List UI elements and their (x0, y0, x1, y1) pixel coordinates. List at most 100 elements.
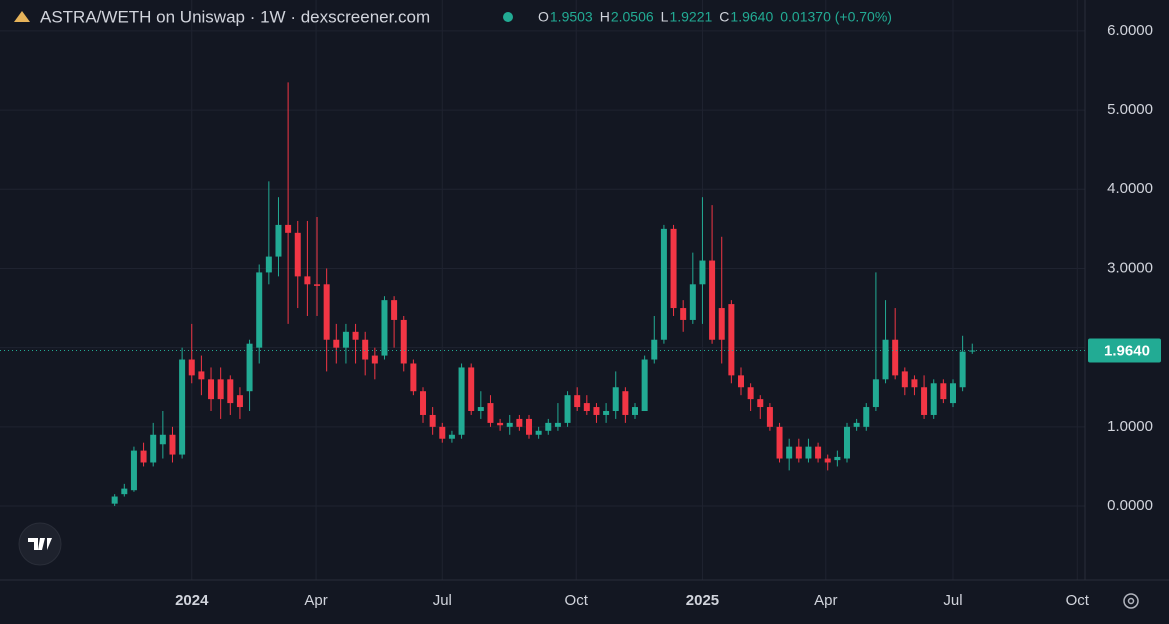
candle-body (930, 383, 937, 415)
last-price-tag (1088, 338, 1161, 363)
x-tick-label: 2024 (175, 592, 209, 609)
candle-body (285, 224, 292, 233)
candle-body (853, 422, 860, 427)
x-tick-label: Oct (565, 592, 589, 609)
candle-body (805, 446, 812, 459)
candle-body (188, 359, 195, 376)
candle-body (410, 363, 417, 392)
candle-body (969, 350, 976, 352)
candle-body (208, 379, 215, 400)
candle-body (391, 300, 398, 320)
candle-body (477, 407, 484, 412)
candle-body (169, 434, 176, 455)
x-tick-label: 2025 (686, 592, 719, 609)
y-tick-label: 4.0000 (1107, 180, 1153, 197)
candle-body (940, 383, 947, 400)
candle-body (198, 371, 205, 380)
x-tick-label: Jul (433, 592, 452, 609)
candle-body (545, 422, 552, 431)
candle-body (651, 339, 658, 360)
candle-body (275, 224, 282, 257)
status-dot (503, 12, 513, 22)
candle-body (458, 367, 465, 435)
candle-body (130, 450, 137, 491)
candle-body (863, 407, 870, 427)
candle-body (236, 395, 243, 408)
candle-body (217, 379, 224, 400)
candle-body (304, 276, 311, 285)
chart-title: ASTRA/WETH on Uniswap · 1W · dexscreener… (40, 7, 430, 26)
candle-body (737, 375, 744, 388)
candle-body (680, 308, 687, 320)
grid (0, 0, 1085, 580)
ohlc-value: 1.9503 (550, 9, 593, 25)
candle-body (323, 284, 330, 340)
y-tick-label: 6.0000 (1107, 22, 1153, 39)
candle-body (574, 395, 581, 408)
settings-icon[interactable] (1123, 593, 1139, 609)
candle-body (487, 403, 494, 423)
candle-body (757, 399, 764, 408)
candle-body (632, 407, 639, 415)
ohlc-legend: O 1.9503 H 2.0506 L 1.9221 C 1.9640 0.01370 (+0.… (538, 9, 892, 25)
candle-body (718, 308, 725, 340)
candle-body (420, 391, 427, 415)
candle-body (516, 418, 523, 427)
token-icon (14, 11, 30, 22)
candle-body (381, 300, 388, 356)
candle-body (179, 359, 186, 455)
candle-body (554, 422, 561, 427)
candle-body (159, 434, 166, 445)
ohlc-change: 0.01370 (+0.70%) (780, 9, 892, 25)
candle-body (352, 331, 359, 340)
ohlc-key: O (538, 9, 549, 25)
last-price-label: 1.9640 (1104, 342, 1150, 359)
candle-body (111, 496, 118, 504)
y-tick-label: 3.0000 (1107, 259, 1153, 276)
x-tick-label: Oct (1066, 592, 1090, 609)
candle-body (506, 422, 513, 427)
candle-body (882, 339, 889, 380)
y-tick-label: 5.0000 (1107, 101, 1153, 118)
candle-body (140, 450, 147, 463)
candle-body (824, 458, 831, 463)
candle-body (429, 414, 436, 427)
gear-ring[interactable] (1123, 593, 1139, 609)
candle-body (121, 488, 128, 495)
tradingview-logo[interactable] (18, 522, 62, 566)
candle-body (949, 383, 956, 404)
x-tick-label: Apr (814, 592, 837, 609)
x-tick-label: Apr (304, 592, 327, 609)
candle-body (246, 343, 253, 392)
candle-body (593, 407, 600, 415)
candle-body (294, 232, 301, 277)
candle-body (333, 339, 340, 348)
candle-body (728, 304, 735, 376)
candle-body (603, 411, 610, 415)
candle-body (583, 403, 590, 412)
candle-body (843, 426, 850, 459)
candle-body (660, 228, 667, 340)
candle-body (468, 367, 475, 412)
candle-body (256, 272, 263, 348)
candle-body (776, 426, 783, 459)
y-tick-label: 1.0000 (1107, 418, 1153, 435)
candle-body (901, 371, 908, 388)
candle-body (641, 359, 648, 412)
candle-body (448, 434, 455, 439)
gear-hub (1127, 597, 1135, 605)
candle-body (526, 418, 533, 435)
candle-body (497, 422, 504, 426)
ohlc-key: H (600, 9, 610, 25)
ohlc-value: 2.0506 (611, 9, 654, 25)
candle-body (371, 355, 378, 364)
candle-body (564, 395, 571, 423)
candle-body (150, 434, 157, 463)
candle-body (872, 379, 879, 408)
candle-body (622, 391, 629, 415)
candle-body (834, 456, 841, 461)
candle-body (747, 387, 754, 400)
